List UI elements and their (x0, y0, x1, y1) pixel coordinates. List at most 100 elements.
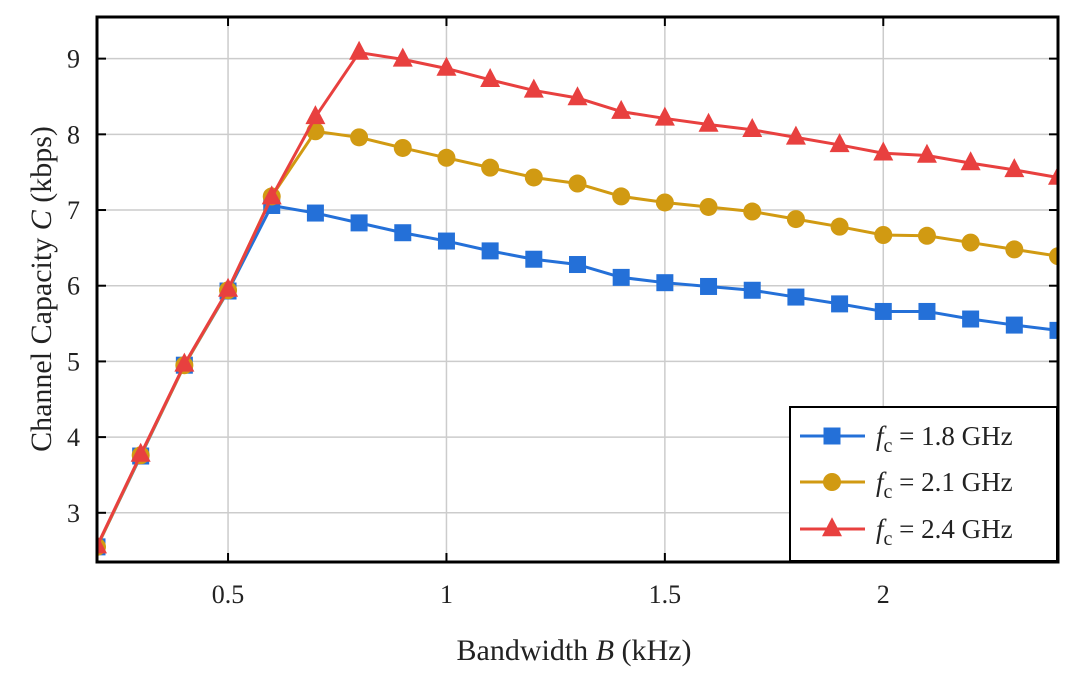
series-point (569, 256, 586, 274)
ticks: 0.5 1 1.5 2 3 4 5 6 7 8 9 (67, 17, 1058, 609)
series-point (961, 233, 980, 252)
y-tick-label: 6 (67, 272, 80, 301)
legend-marker (823, 473, 841, 491)
legend-entry: fc = 2.4 GHz (800, 514, 1013, 550)
x-axis-title-variable: B (596, 634, 614, 667)
series-point (656, 274, 674, 292)
series-point (130, 442, 151, 462)
x-axis-title: Bandwidth B (kHz) (457, 634, 692, 667)
y-tick-label: 7 (67, 196, 80, 225)
series-point (874, 226, 893, 244)
series-point (785, 125, 806, 145)
series-point (305, 105, 326, 125)
series-point (97, 534, 107, 554)
y-axis-title-unit: (kbps) (25, 126, 58, 210)
series-point (568, 174, 587, 193)
series-point (524, 168, 543, 187)
series-point (787, 288, 805, 306)
y-axis-title-variable: C (25, 209, 58, 230)
series-point (174, 352, 195, 372)
x-tick-label: 1.5 (649, 580, 682, 609)
series-point (1049, 247, 1058, 266)
series-point (612, 187, 631, 206)
series-point (831, 295, 849, 313)
series-point (394, 224, 412, 242)
legend-value: = 2.4 GHz (892, 514, 1012, 544)
x-tick-label: 1 (440, 580, 453, 609)
series-point (917, 226, 936, 245)
y-axis-title-main: Channel Capacity (25, 230, 58, 452)
x-axis-title-unit: (kHz) (614, 634, 691, 667)
series-point (962, 310, 980, 328)
series-point (392, 47, 413, 67)
x-tick-label: 0.5 (212, 580, 245, 609)
series-point (437, 148, 456, 167)
series-point (743, 202, 762, 221)
legend-marker (823, 427, 841, 445)
series-point (916, 143, 937, 163)
legend-variable: f (876, 514, 887, 544)
series-point (918, 302, 936, 320)
series-point (655, 193, 674, 212)
legend-subscript: c (884, 435, 893, 457)
series-point (960, 151, 981, 171)
series-point (480, 68, 501, 88)
series-group (97, 40, 1058, 556)
series-point (699, 197, 718, 216)
series-point (786, 210, 805, 229)
series-point (829, 133, 850, 153)
series-point (698, 112, 719, 132)
legend-variable: f (876, 467, 887, 497)
legend-label: fc = 1.8 GHz (876, 421, 1013, 457)
legend-marker (822, 517, 842, 537)
series-point (654, 106, 675, 126)
series-point (306, 204, 324, 222)
series-point (611, 99, 632, 119)
series-point (481, 242, 499, 260)
series-point (349, 40, 370, 60)
y-tick-label: 8 (67, 120, 80, 149)
legend-label: fc = 2.1 GHz (876, 467, 1013, 503)
y-tick-label: 9 (67, 45, 80, 74)
y-tick-label: 3 (67, 499, 80, 528)
plot-frame (95, 15, 1060, 564)
series-point (393, 138, 412, 157)
series-point (873, 141, 894, 161)
series-point (700, 277, 718, 295)
series-point (1005, 316, 1023, 334)
series-point (218, 277, 239, 297)
series-point (874, 302, 892, 320)
series-point (481, 158, 500, 177)
series-point (742, 118, 763, 138)
series-point (1048, 165, 1058, 185)
series-point (437, 232, 455, 250)
series-point (567, 86, 588, 106)
legend-variable: f (876, 421, 887, 451)
series-point (525, 250, 543, 268)
series-3 (97, 40, 1058, 554)
legend-subscript: c (884, 528, 893, 550)
series-point (1049, 321, 1058, 339)
y-tick-label: 5 (67, 347, 80, 376)
series-point (1004, 158, 1025, 178)
legend-value: = 2.1 GHz (892, 467, 1012, 497)
x-axis-title-main: Bandwidth (457, 634, 596, 667)
series-point (830, 217, 849, 236)
series-point (436, 56, 457, 76)
legend-subscript: c (884, 481, 893, 503)
x-tick-label: 2 (877, 580, 890, 609)
series-point (261, 185, 282, 205)
series-point (743, 281, 761, 299)
y-tick-label: 4 (67, 423, 80, 452)
series-point (1005, 240, 1024, 259)
series-point (523, 78, 544, 98)
legend-entry: fc = 2.1 GHz (800, 467, 1013, 503)
legend-value: = 1.8 GHz (892, 421, 1012, 451)
series-point (612, 268, 630, 286)
legend-label: fc = 2.4 GHz (876, 514, 1013, 550)
series-point (350, 128, 369, 147)
series-point (350, 214, 368, 232)
